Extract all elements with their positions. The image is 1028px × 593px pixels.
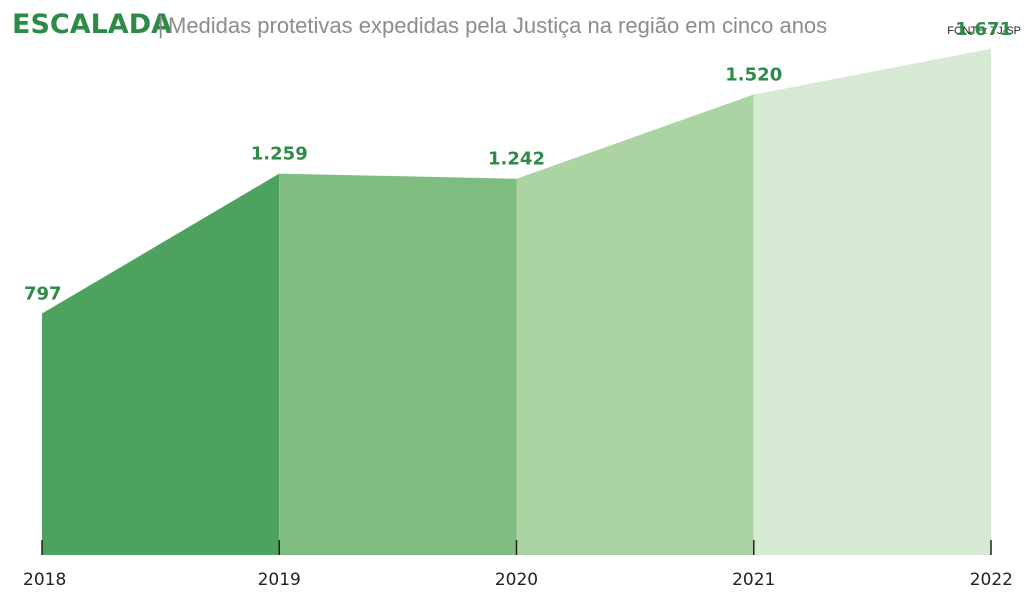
value-label-2018: 797 [24,284,62,305]
chart-subtitle: Medidas protetivas expedidas pela Justiç… [168,13,827,38]
x-tick-label-2019: 2019 [258,570,301,590]
area-segment-2018-2019 [42,173,280,556]
value-label-2020: 1.242 [488,149,545,170]
value-label-2019: 1.259 [251,144,308,165]
source-note: FONTE: TJ-SP [947,25,1021,37]
x-tick-label-2020: 2020 [495,570,538,590]
x-tick-label-2021: 2021 [732,570,775,590]
area-segment-2020-2021 [516,94,754,555]
chart-title: ESCALADA [12,9,172,40]
area-segment-2019-2020 [279,173,517,556]
x-tick-label-2022: 2022 [970,570,1013,590]
chart-header: ESCALADA | Medidas protetivas expedidas … [12,9,1021,40]
area-segments [42,48,991,556]
value-label-2022: 1.671 [955,19,1012,40]
value-labels: 797 1.259 1.242 1.520 1.671 [24,19,1012,305]
area-segment-2021-2022 [753,48,991,556]
x-tick-label-2018: 2018 [23,570,66,590]
title-separator: | [157,14,164,39]
x-axis: 2018 2019 2020 2021 2022 [23,540,1013,590]
value-label-2021: 1.520 [725,65,782,86]
